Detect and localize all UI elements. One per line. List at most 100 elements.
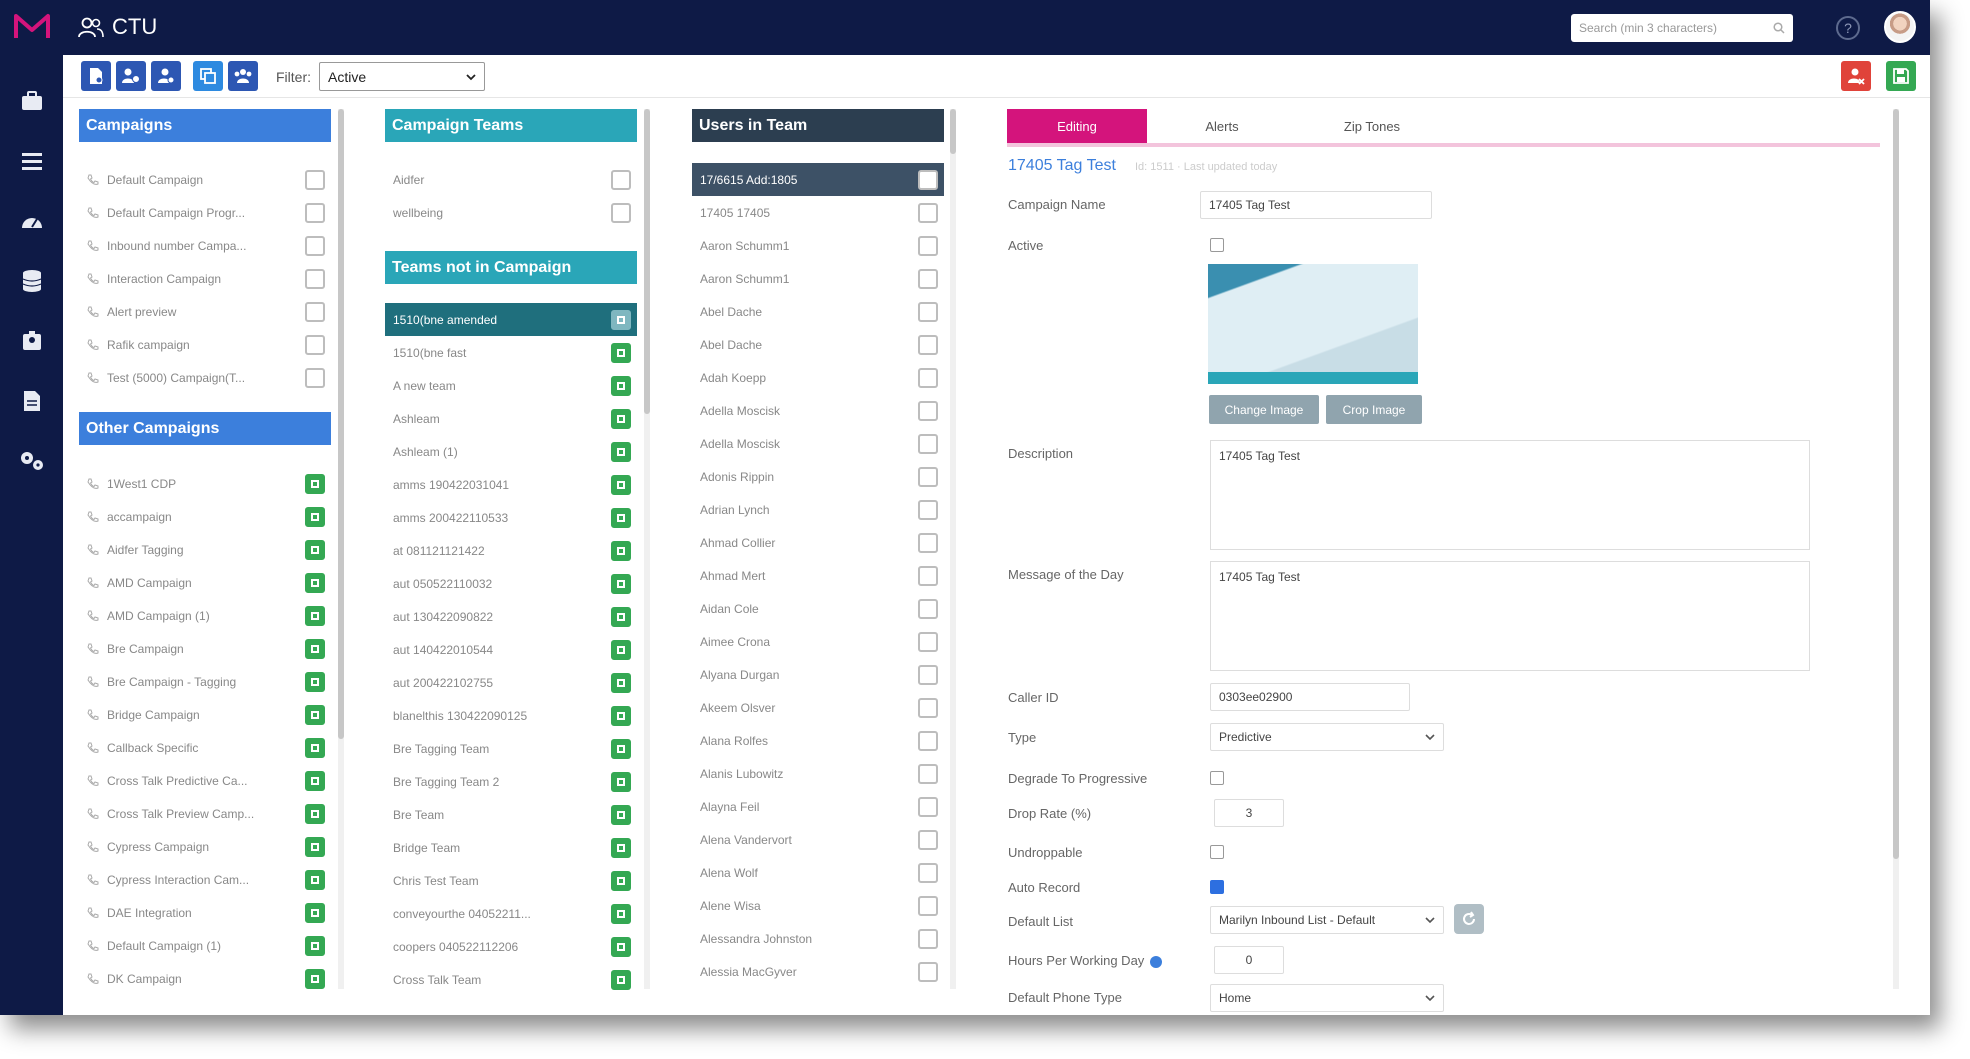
list-item[interactable]: aut 140422010544 bbox=[385, 633, 637, 666]
list-item-checkbox[interactable] bbox=[611, 705, 631, 726]
list-item-checkbox[interactable] bbox=[305, 902, 325, 923]
list-item[interactable]: blanelthis 130422090125 bbox=[385, 699, 637, 732]
degrade-checkbox[interactable] bbox=[1210, 771, 1224, 785]
list-item-checkbox[interactable] bbox=[611, 672, 631, 693]
list-item[interactable]: Cypress Campaign bbox=[79, 830, 331, 863]
list-item[interactable]: Bre Team bbox=[385, 798, 637, 831]
list-item-checkbox[interactable] bbox=[918, 631, 938, 652]
list-item-checkbox[interactable] bbox=[305, 836, 325, 857]
list-item-checkbox[interactable] bbox=[918, 532, 938, 553]
list-item[interactable]: Alayna Feil bbox=[692, 790, 944, 823]
list-item[interactable]: 1510(bne fast bbox=[385, 336, 637, 369]
list-item-checkbox[interactable] bbox=[611, 936, 631, 957]
list-item-checkbox[interactable] bbox=[611, 903, 631, 924]
list-item[interactable]: Bre Campaign - Tagging bbox=[79, 665, 331, 698]
list-item[interactable]: wellbeing bbox=[385, 196, 637, 229]
list-item[interactable]: Bridge Campaign bbox=[79, 698, 331, 731]
list-item[interactable]: 1West1 CDP bbox=[79, 467, 331, 500]
list-item-checkbox[interactable] bbox=[918, 697, 938, 718]
list-item[interactable]: Abel Dache bbox=[692, 295, 944, 328]
campaign-users-button[interactable] bbox=[116, 61, 146, 91]
list-item-checkbox[interactable] bbox=[305, 169, 325, 190]
list-item-checkbox[interactable] bbox=[918, 400, 938, 421]
list-item-checkbox[interactable] bbox=[918, 598, 938, 619]
list-item[interactable]: Default Campaign Progr... bbox=[79, 196, 331, 229]
remove-user-button[interactable] bbox=[1841, 61, 1871, 91]
list-item[interactable]: Aaron Schumm1 bbox=[692, 262, 944, 295]
list-item[interactable]: Adonis Rippin bbox=[692, 460, 944, 493]
list-item[interactable]: coopers 040522112206 bbox=[385, 930, 637, 963]
filter-select[interactable]: Active bbox=[319, 62, 485, 91]
list-item[interactable]: Alessia MacGyver bbox=[692, 955, 944, 988]
list-item[interactable]: Adella Moscisk bbox=[692, 427, 944, 460]
list-item-checkbox[interactable] bbox=[305, 572, 325, 593]
list-item-checkbox[interactable] bbox=[611, 738, 631, 759]
list-item-checkbox[interactable] bbox=[305, 803, 325, 824]
list-item[interactable]: Aidfer Tagging bbox=[79, 533, 331, 566]
list-item[interactable]: DK Campaign bbox=[79, 962, 331, 995]
campaigns-scrollbar[interactable] bbox=[338, 109, 344, 989]
list-item[interactable]: Alyana Durgan bbox=[692, 658, 944, 691]
list-item[interactable]: Interaction Campaign bbox=[79, 262, 331, 295]
list-item[interactable]: Aidan Cole bbox=[692, 592, 944, 625]
list-item[interactable]: Alena Vandervort bbox=[692, 823, 944, 856]
list-item-checkbox[interactable] bbox=[305, 605, 325, 626]
list-item[interactable]: Test (5000) Campaign(T... bbox=[79, 361, 331, 394]
list-item-checkbox[interactable] bbox=[611, 870, 631, 891]
list-item[interactable]: Alena Wolf bbox=[692, 856, 944, 889]
list-item[interactable]: Alana Rolfes bbox=[692, 724, 944, 757]
active-checkbox[interactable] bbox=[1210, 238, 1224, 252]
list-item[interactable]: conveyourthe 04052211... bbox=[385, 897, 637, 930]
list-item[interactable]: Callback Specific bbox=[79, 731, 331, 764]
list-item[interactable]: Bre Tagging Team 2 bbox=[385, 765, 637, 798]
list-item-checkbox[interactable] bbox=[305, 268, 325, 289]
info-icon[interactable] bbox=[1150, 955, 1163, 968]
list-item[interactable]: amms 200422110533 bbox=[385, 501, 637, 534]
team-row-selected[interactable]: 1510(bne amended bbox=[385, 303, 637, 336]
list-item-checkbox[interactable] bbox=[918, 961, 938, 982]
list-item[interactable]: aut 200422102755 bbox=[385, 666, 637, 699]
list-item-checkbox[interactable] bbox=[305, 301, 325, 322]
tab-zip-tones[interactable]: Zip Tones bbox=[1343, 118, 1401, 134]
list-item[interactable]: DAE Integration bbox=[79, 896, 331, 929]
user-row-selected[interactable]: 17/6615 Add:1805 bbox=[692, 163, 944, 196]
sidebar-item-reports[interactable] bbox=[18, 207, 46, 235]
list-item[interactable]: Adella Moscisk bbox=[692, 394, 944, 427]
list-item-checkbox[interactable] bbox=[918, 202, 938, 223]
caller-id-input[interactable]: 0303ee02900 bbox=[1210, 683, 1410, 711]
phone-type-select[interactable]: Home bbox=[1210, 984, 1444, 1012]
list-item[interactable]: Akeem Olsver bbox=[692, 691, 944, 724]
list-item[interactable]: Ashleam (1) bbox=[385, 435, 637, 468]
list-item-checkbox[interactable] bbox=[611, 169, 631, 190]
list-item-checkbox[interactable] bbox=[918, 499, 938, 520]
list-item[interactable]: aut 050522110032 bbox=[385, 567, 637, 600]
campaign-name-input[interactable]: 17405 Tag Test bbox=[1200, 191, 1432, 219]
list-item-checkbox[interactable] bbox=[918, 730, 938, 751]
form-scrollbar-thumb[interactable] bbox=[1893, 109, 1899, 859]
list-item[interactable]: accampaign bbox=[79, 500, 331, 533]
list-item-checkbox[interactable] bbox=[611, 507, 631, 528]
list-item-checkbox[interactable] bbox=[305, 737, 325, 758]
list-item[interactable]: Ahmad Collier bbox=[692, 526, 944, 559]
list-item[interactable]: Alanis Lubowitz bbox=[692, 757, 944, 790]
list-item[interactable]: aut 130422090822 bbox=[385, 600, 637, 633]
list-item-checkbox[interactable] bbox=[611, 771, 631, 792]
user-row-selected-checkbox[interactable] bbox=[918, 169, 938, 190]
list-item[interactable]: Cross Talk Preview Camp... bbox=[79, 797, 331, 830]
list-item-checkbox[interactable] bbox=[305, 935, 325, 956]
list-item[interactable]: Default Campaign (1) bbox=[79, 929, 331, 962]
type-select[interactable]: Predictive bbox=[1210, 723, 1444, 751]
list-item-checkbox[interactable] bbox=[611, 969, 631, 990]
list-item-checkbox[interactable] bbox=[918, 829, 938, 850]
list-item[interactable]: Chris Test Team bbox=[385, 864, 637, 897]
list-item-checkbox[interactable] bbox=[305, 202, 325, 223]
refresh-list-button[interactable] bbox=[1454, 904, 1484, 934]
list-item-checkbox[interactable] bbox=[918, 895, 938, 916]
list-item-checkbox[interactable] bbox=[305, 367, 325, 388]
sidebar-item-documents[interactable] bbox=[18, 387, 46, 415]
list-item-checkbox[interactable] bbox=[611, 202, 631, 223]
list-item[interactable]: at 081121121422 bbox=[385, 534, 637, 567]
change-image-button[interactable]: Change Image bbox=[1209, 395, 1319, 424]
list-item-checkbox[interactable] bbox=[918, 763, 938, 784]
help-icon[interactable]: ? bbox=[1836, 16, 1860, 40]
